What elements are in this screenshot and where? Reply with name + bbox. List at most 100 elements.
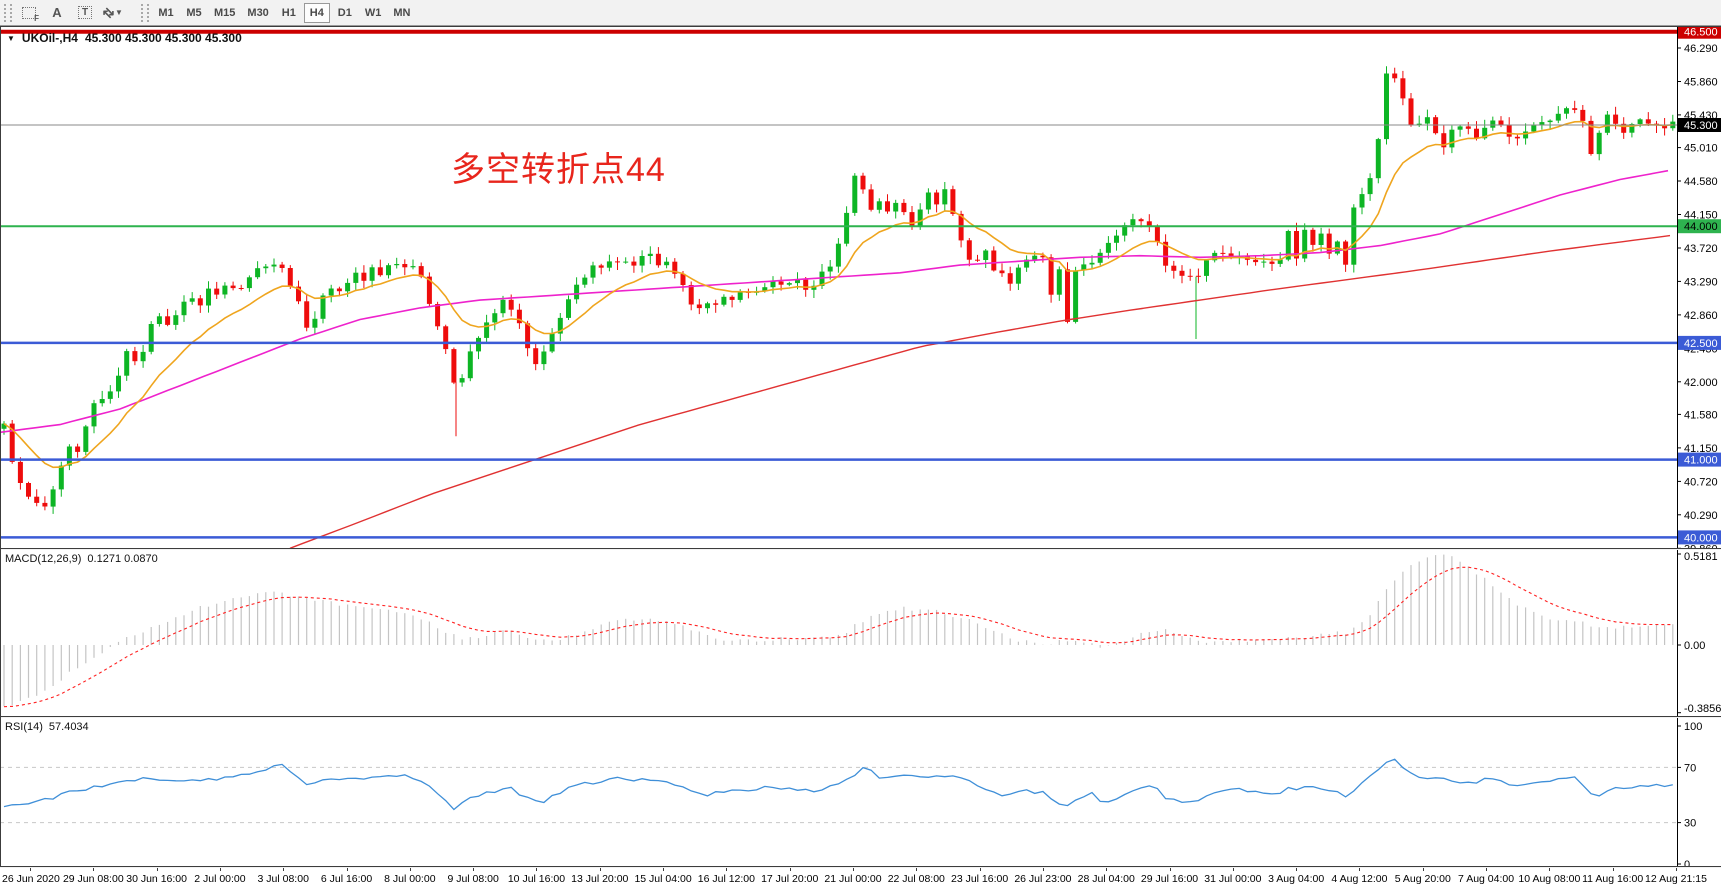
svg-text:44.580: 44.580 [1684,176,1718,188]
svg-text:0.5181: 0.5181 [1684,551,1718,563]
svg-text:43.290: 43.290 [1684,276,1718,288]
time-tick [853,868,854,871]
svg-text:30: 30 [1684,818,1696,830]
price-chart-canvas[interactable]: 46.29045.86045.43045.01044.58044.15043.7… [0,27,1721,548]
time-tick [1359,868,1361,871]
timeframe-toolbar: M1 M5 M15 M30 H1 H4 D1 W1 MN [152,2,416,23]
svg-text:45.860: 45.860 [1684,76,1718,88]
time-label: 29 Jun 08:00 [62,873,124,885]
time-label: 28 Jul 04:00 [1077,873,1135,885]
time-tick [219,868,221,871]
chart-annotation-text[interactable]: 多空转折点44 [451,151,666,189]
svg-text:43.720: 43.720 [1684,243,1718,255]
time-label: 31 Jul 00:00 [1204,873,1262,885]
time-tick [1232,868,1234,871]
panel-splitter-macd[interactable] [0,548,1721,550]
time-tick [1676,868,1677,871]
svg-text:40.290: 40.290 [1684,510,1718,522]
svg-text:0.00: 0.00 [1684,640,1705,652]
svg-text:44.000: 44.000 [1684,221,1718,233]
rsi-indicator-canvas[interactable]: 100 70 30 0 [0,718,1721,866]
fibonacci-icon: F [22,6,39,23]
fibonacci-tool-button[interactable]: F [15,2,43,24]
svg-text:42.860: 42.860 [1684,310,1718,322]
svg-text:42.500: 42.500 [1684,338,1718,350]
timeframe-button-m30[interactable]: M30 [247,6,269,19]
svg-text:70: 70 [1684,762,1696,774]
svg-text:46.290: 46.290 [1684,43,1718,55]
text-box-tool-button[interactable]: T [71,2,99,24]
toolbar-grip[interactable] [4,3,12,22]
time-tick [663,868,665,871]
timeframe-button-m5[interactable]: M5 [186,6,202,19]
time-label: 11 Aug 16:00 [1582,873,1644,885]
timeframe-button-h4[interactable]: H4 [303,2,330,23]
time-label: 23 Jul 16:00 [951,873,1009,885]
chart-menu-icon[interactable]: ▼ [7,33,15,43]
svg-text:45.010: 45.010 [1684,143,1718,155]
time-axis[interactable]: 26 Jun 2020 29 Jun 08:00 30 Jun 16:00 2 Jul… [0,868,1721,891]
time-label: 4 Aug 12:00 [1331,873,1388,885]
time-label: 3 Jul 08:00 [257,873,309,885]
time-tick [789,868,791,871]
time-tick [346,868,348,871]
timeframe-button-mn[interactable]: MN [393,6,411,19]
time-label: 9 Jul 08:00 [447,873,499,885]
text-label-tool-button[interactable]: A [43,2,71,24]
time-label: 13 Jul 20:00 [571,873,629,885]
time-tick [1169,868,1171,871]
timeframe-button-h1[interactable]: H1 [281,6,296,19]
toolbar-grip-2[interactable] [141,3,149,22]
time-label: 26 Jun 2020 [2,873,60,885]
chart-title: ▼ UKOil-,H4 45.300 45.300 45.300 45.300 [7,31,242,45]
svg-text:42.000: 42.000 [1684,377,1718,389]
chart-ohlc-values: 45.300 45.300 45.300 45.300 [84,31,242,45]
time-tick [473,868,475,871]
svg-text:45.300: 45.300 [1684,120,1718,132]
dropdown-arrow-icon: ▼ [114,8,123,17]
time-label: 10 Jul 16:00 [507,873,566,885]
rsi-indicator-name: RSI(14) [5,721,43,733]
svg-text:-0.3856: -0.3856 [1684,703,1721,715]
time-tick [30,868,31,871]
timeframe-button-d1[interactable]: D1 [337,6,352,19]
svg-text:46.500: 46.500 [1684,27,1718,39]
svg-text:0: 0 [1684,859,1690,866]
time-tick [599,868,601,871]
text-box-icon: T [78,6,92,19]
time-label: 21 Jul 00:00 [824,873,882,885]
timeframe-button-w1[interactable]: W1 [364,6,382,19]
macd-indicator-canvas[interactable]: 0.5181 0.00 -0.3856 [0,550,1721,716]
svg-text:41.000: 41.000 [1684,455,1718,467]
time-tick [1106,868,1108,871]
time-tick [93,868,95,871]
timeframe-button-m15[interactable]: M15 [214,6,236,19]
drawing-tool-button[interactable]: ⇄ ▼ [99,2,127,24]
time-label: 16 Jul 12:00 [697,873,755,885]
panel-splitter-rsi[interactable] [0,716,1721,718]
time-label: 15 Jul 04:00 [634,873,692,885]
macd-label: MACD(12,26,9) 0.1271 0.0870 [5,553,158,565]
time-label: 30 Jun 16:00 [126,873,187,885]
chart-symbol-label: UKOil-,H4 [21,31,78,45]
time-tick [409,868,411,871]
time-label: 3 Aug 04:00 [1268,873,1325,885]
macd-indicator-values: 0.1271 0.0870 [87,553,158,565]
timeframe-button-m1[interactable]: M1 [158,6,174,19]
time-tick [916,868,918,871]
time-tick [1422,868,1424,871]
time-label: 8 Jul 00:00 [384,873,436,885]
macd-indicator-name: MACD(12,26,9) [5,553,82,565]
time-label: 22 Jul 08:00 [887,873,945,885]
svg-text:41.580: 41.580 [1684,409,1718,421]
rsi-label: RSI(14) 57.4034 [5,721,89,733]
time-tick [156,868,158,871]
time-label: 26 Jul 23:00 [1014,873,1072,885]
fibonacci-icon-letter: F [34,13,39,23]
svg-text:44.150: 44.150 [1684,209,1718,221]
time-tick [726,868,728,871]
time-tick [1486,868,1488,871]
time-label: 7 Aug 04:00 [1458,873,1515,885]
time-tick [1612,868,1614,871]
